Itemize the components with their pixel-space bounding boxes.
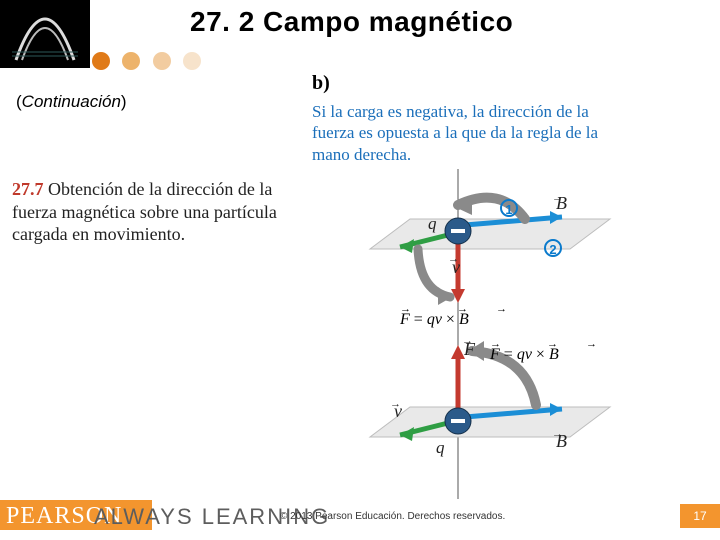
svg-text:→: →	[586, 338, 597, 350]
slide-thumbnail	[0, 0, 90, 68]
figure-caption-text: Obtención de la dirección de la fuerza m…	[12, 179, 277, 244]
bottom-charge	[445, 408, 471, 434]
figure-b: b) Si la carga es negativa, la dirección…	[300, 72, 700, 499]
diagram: q B → v → 1 2 F = qv × B → → →	[300, 169, 680, 499]
svg-text:→: →	[400, 303, 411, 315]
svg-text:→: →	[552, 192, 563, 204]
figure-description: Si la carga es negativa, la dirección de…	[312, 101, 632, 165]
dot	[92, 52, 110, 70]
diagram-svg: q B → v → 1 2 F = qv × B → → →	[300, 169, 680, 499]
svg-text:→: →	[496, 303, 507, 315]
subfigure-label: b)	[312, 72, 700, 95]
top-charge	[445, 218, 471, 244]
slide-title: 27. 2 Campo magnético	[190, 6, 513, 38]
paren-close: )	[121, 92, 127, 111]
page-number: 17	[680, 504, 720, 528]
dot	[183, 52, 201, 70]
svg-text:→: →	[457, 303, 468, 315]
figure-number: 27.7	[12, 179, 44, 199]
svg-text:→: →	[552, 428, 563, 440]
continuation-label: (Continuación)	[16, 92, 127, 112]
dot	[153, 52, 171, 70]
arch-icon	[12, 6, 78, 62]
step-1-badge: 1	[500, 199, 518, 217]
accent-dots	[92, 52, 209, 76]
slide-footer: PEARSON ALWAYS LEARNING © 2013 Pearson E…	[0, 492, 720, 540]
svg-text:→: →	[390, 398, 401, 410]
dot	[122, 52, 140, 70]
svg-text:→: →	[462, 335, 473, 347]
svg-text:→: →	[490, 338, 501, 350]
continuation-text: Continuación	[22, 92, 121, 111]
svg-text:→: →	[448, 253, 459, 265]
top-curve-2	[418, 249, 452, 305]
figure-caption: 27.7 Obtención de la dirección de la fue…	[12, 178, 292, 246]
step-2-badge: 2	[544, 239, 562, 257]
copyright-text: © 2013 Pearson Educación. Derechos reser…	[280, 511, 505, 522]
bottom-q-label: q	[436, 438, 445, 457]
svg-text:→: →	[547, 338, 558, 350]
top-q-label: q	[428, 214, 437, 233]
